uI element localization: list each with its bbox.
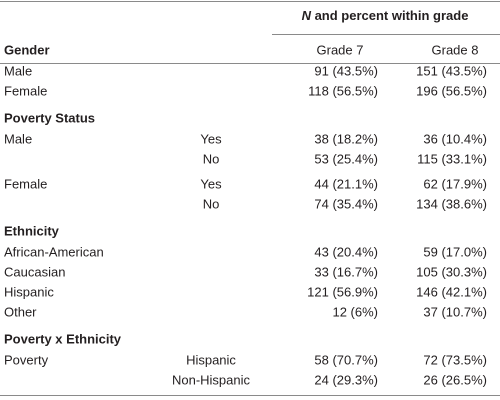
cell-value: 151 (43.5%) <box>416 63 487 78</box>
header-var: N <box>302 8 312 23</box>
cell-value: 24 (29.3%) <box>314 372 378 387</box>
cell-value: 74 (35.4%) <box>314 196 378 211</box>
cell-value: 121 (56.9%) <box>307 284 378 299</box>
cell-value: 37 (10.7%) <box>423 304 487 319</box>
row-group: No <box>203 196 220 211</box>
row-label: Female <box>4 83 47 98</box>
cell-value: 105 (30.3%) <box>416 264 487 279</box>
cell-value: 43 (20.4%) <box>314 244 378 259</box>
row-group: Hispanic <box>186 352 236 367</box>
row-label: Other <box>4 304 37 319</box>
cell-value: 53 (25.4%) <box>314 151 378 166</box>
cell-value: 146 (42.1%) <box>416 284 487 299</box>
cell-value: 59 (17.0%) <box>423 244 487 259</box>
column-header: Grade 7 <box>317 42 364 57</box>
cell-value: 58 (70.7%) <box>314 352 378 367</box>
cell-value: 62 (17.9%) <box>423 176 487 191</box>
section-title: Gender <box>4 42 50 57</box>
cell-value: 38 (18.2%) <box>314 131 378 146</box>
header-title: N and percent within grade <box>302 8 469 23</box>
cell-value: 44 (21.1%) <box>314 176 378 191</box>
row-label: Male <box>4 63 32 78</box>
cell-value: 134 (38.6%) <box>416 196 487 211</box>
cell-value: 118 (56.5%) <box>308 83 378 98</box>
row-label: Male <box>4 131 32 146</box>
row-label: Caucasian <box>4 264 65 279</box>
cell-value: 33 (16.7%) <box>314 264 378 279</box>
cell-value: 26 (26.5%) <box>423 372 487 387</box>
row-label: Poverty <box>4 352 49 367</box>
cell-value: 36 (10.4%) <box>423 131 487 146</box>
row-label: Female <box>4 176 47 191</box>
column-header: Grade 8 <box>432 42 479 57</box>
header-text: and percent within grade <box>315 8 469 23</box>
cell-value: 12 (6%) <box>332 304 378 319</box>
section-title: Poverty x Ethnicity <box>4 331 122 346</box>
cell-value: 115 (33.1%) <box>417 151 487 166</box>
section-title: Poverty Status <box>4 110 95 125</box>
row-group: No <box>203 151 220 166</box>
row-label: Hispanic <box>4 284 54 299</box>
row-group: Yes <box>200 176 222 191</box>
cell-value: 91 (43.5%) <box>314 63 378 78</box>
cell-value: 196 (56.5%) <box>416 83 487 98</box>
row-group: Yes <box>200 131 222 146</box>
section-title: Ethnicity <box>4 223 60 238</box>
row-label: African-American <box>4 244 104 259</box>
cell-value: 72 (73.5%) <box>423 352 487 367</box>
row-group: Non-Hispanic <box>172 372 251 387</box>
